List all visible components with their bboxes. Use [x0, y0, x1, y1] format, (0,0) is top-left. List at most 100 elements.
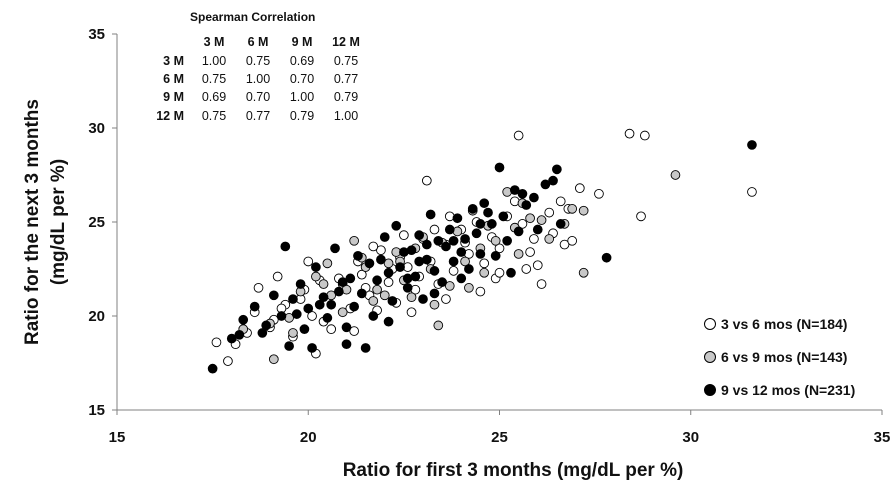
point-3vs6 [406, 307, 417, 318]
point-9vs12 [433, 235, 444, 246]
point-6vs9 [429, 299, 440, 310]
correlation-value: 1.00 [245, 71, 271, 86]
point-9vs12 [487, 219, 497, 229]
y-axis-title-line-2: (mg/dL per %) [48, 158, 69, 286]
legend-marker-grey [704, 351, 716, 363]
point-3vs6 [532, 260, 543, 271]
point-9vs12 [368, 311, 379, 321]
point-3vs6 [479, 258, 490, 269]
y-tick-label: 25 [88, 214, 105, 231]
point-9vs12 [471, 228, 482, 239]
legend-item: 3 vs 6 mos (N=184) [704, 316, 847, 332]
correlation-table: 3 M 6 M 9 M 12 M 3 M 1.00 0.75 0.69 0.75… [130, 33, 368, 125]
x-axis-title: Ratio for first 3 months (mg/dL per %) [342, 460, 684, 481]
point-9vs12 [517, 188, 528, 199]
point-9vs12 [506, 267, 516, 278]
point-3vs6 [307, 311, 317, 321]
point-9vs12 [425, 209, 436, 220]
point-9vs12 [448, 256, 459, 267]
correlation-value: 0.70 [289, 71, 315, 86]
point-6vs9 [464, 282, 474, 293]
point-3vs6 [368, 241, 379, 252]
point-9vs12 [249, 301, 260, 312]
column-header: 3 M [203, 35, 225, 50]
point-9vs12 [395, 262, 405, 272]
point-6vs9 [479, 267, 490, 278]
point-9vs12 [341, 339, 352, 350]
point-9vs12 [387, 296, 398, 306]
point-9vs12 [402, 282, 413, 293]
point-9vs12 [464, 264, 474, 274]
correlation-row: 12 M 0.75 0.77 0.79 1.00 [130, 107, 368, 125]
point-9vs12 [414, 256, 425, 267]
point-6vs9 [406, 292, 417, 303]
y-tick-label: 20 [88, 308, 105, 325]
point-3vs6 [448, 266, 459, 276]
point-9vs12 [601, 252, 612, 263]
point-9vs12 [391, 220, 402, 231]
y-tick-label: 30 [88, 120, 105, 137]
point-9vs12 [356, 288, 367, 299]
point-6vs9 [536, 215, 547, 225]
correlation-value: 0.69 [201, 90, 227, 105]
point-3vs6 [639, 130, 650, 141]
point-9vs12 [498, 211, 509, 222]
legend-item: 9 vs 12 mos (N=231) [704, 382, 855, 398]
point-9vs12 [429, 266, 440, 276]
correlation-value: 0.77 [245, 108, 271, 123]
correlation-value: 0.75 [245, 53, 271, 68]
point-9vs12 [276, 311, 287, 321]
point-3vs6 [223, 356, 233, 366]
point-3vs6 [376, 245, 386, 256]
point-6vs9 [383, 258, 394, 269]
correlation-value: 1.00 [201, 53, 227, 68]
point-6vs9 [337, 307, 348, 318]
point-9vs12 [311, 262, 321, 272]
point-9vs12 [452, 213, 463, 224]
point-6vs9 [444, 281, 455, 291]
point-3vs6 [303, 256, 314, 267]
point-9vs12 [532, 224, 543, 235]
data-points [207, 128, 757, 374]
point-9vs12 [326, 299, 337, 310]
point-9vs12 [364, 258, 375, 269]
point-3vs6 [429, 224, 440, 235]
point-9vs12 [360, 343, 371, 353]
point-3vs6 [521, 264, 532, 274]
point-3vs6 [555, 196, 566, 207]
point-3vs6 [517, 219, 528, 229]
column-header: 9 M [291, 35, 313, 50]
point-9vs12 [226, 333, 237, 344]
point-9vs12 [337, 277, 348, 288]
point-9vs12 [509, 185, 520, 195]
correlation-value: 0.79 [289, 108, 315, 123]
point-9vs12 [399, 247, 409, 257]
legend-label: 6 vs 9 mos (N=143) [721, 349, 848, 365]
point-9vs12 [429, 288, 440, 299]
corner-cell [130, 33, 192, 51]
point-9vs12 [467, 203, 478, 214]
point-9vs12 [372, 275, 382, 286]
point-3vs6 [529, 234, 539, 244]
point-9vs12 [383, 316, 394, 327]
point-9vs12 [349, 301, 360, 312]
correlation-row: 6 M 0.75 1.00 0.70 0.77 [130, 70, 368, 88]
correlation-table-title: Spearman Correlation [190, 10, 316, 24]
x-tick-label: 15 [109, 429, 126, 446]
point-3vs6 [574, 183, 585, 194]
point-9vs12 [291, 309, 302, 319]
x-tick-label: 25 [491, 429, 508, 446]
column-header: 6 M [247, 35, 269, 50]
y-axis-title-line-1: Ratio for the next 3 months [22, 99, 43, 345]
point-3vs6 [494, 267, 505, 278]
point-9vs12 [540, 179, 551, 190]
x-tick-label: 35 [874, 429, 891, 446]
point-3vs6 [544, 207, 555, 218]
y-tick-label: 35 [88, 26, 105, 43]
correlation-value: 0.69 [289, 53, 315, 68]
correlation-value: 0.75 [201, 108, 227, 123]
point-9vs12 [460, 234, 470, 244]
column-header: 12 M [332, 35, 360, 50]
x-tick-label: 30 [682, 429, 699, 446]
point-6vs9 [433, 320, 444, 331]
